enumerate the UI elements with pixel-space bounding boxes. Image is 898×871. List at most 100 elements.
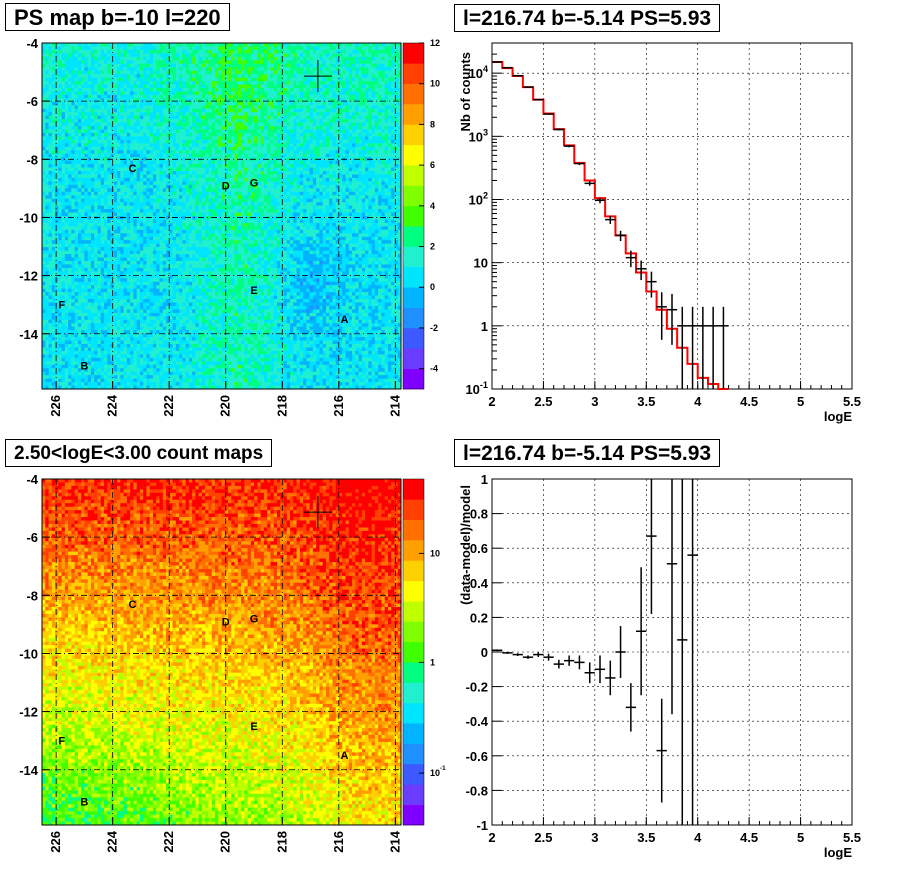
heatmap-cell — [290, 112, 294, 117]
heatmap-cell — [329, 126, 333, 130]
heatmap-cell — [71, 160, 76, 165]
heatmap-cell — [107, 43, 111, 47]
heatmap-cell — [319, 167, 324, 172]
heatmap-cell — [394, 115, 399, 120]
heatmap-cell — [201, 136, 206, 141]
heatmap-cell — [352, 87, 356, 92]
heatmap-cell — [231, 188, 235, 193]
heatmap-cell — [224, 101, 229, 106]
heatmap-cell — [179, 98, 183, 103]
heatmap-cell — [283, 53, 288, 58]
heatmap-cell — [241, 129, 245, 134]
heatmap-cell — [371, 184, 376, 189]
heatmap-cell — [378, 112, 382, 117]
heatmap-cell — [387, 164, 392, 168]
heatmap-cell — [97, 101, 102, 106]
heatmap-cell — [48, 46, 53, 51]
heatmap-cell — [104, 101, 108, 106]
heatmap-cell — [130, 160, 134, 165]
heatmap-cell — [276, 60, 281, 65]
heatmap-cell — [136, 56, 141, 61]
heatmap-cell — [211, 98, 216, 103]
heatmap-cell — [159, 77, 164, 82]
heatmap-cell — [58, 108, 62, 113]
heatmap-cell — [224, 171, 229, 175]
heatmap-cell — [241, 81, 245, 85]
heatmap-cell — [61, 119, 66, 123]
heatmap-cell — [316, 184, 320, 189]
heatmap-cell — [205, 84, 209, 89]
heatmap-cell — [195, 91, 200, 96]
heatmap-cell — [241, 63, 245, 68]
heatmap-cell — [391, 84, 395, 89]
heatmap-cell — [139, 105, 144, 110]
heatmap-cell — [316, 108, 320, 113]
heatmap-cell — [162, 174, 167, 179]
heatmap-cell — [61, 105, 66, 110]
heatmap-cell — [237, 115, 242, 120]
heatmap-cell — [188, 46, 193, 51]
heatmap-cell — [64, 108, 69, 113]
heatmap-cell — [280, 164, 284, 168]
heatmap-cell — [42, 143, 46, 148]
heatmap-cell — [182, 153, 186, 158]
heatmap-cell — [208, 139, 213, 144]
heatmap-cell — [283, 101, 288, 106]
heatmap-cell — [143, 77, 147, 82]
map1-title: PS map b=-10 l=220 — [5, 3, 230, 31]
heatmap-cell — [205, 150, 209, 155]
heatmap-cell — [64, 129, 69, 134]
heatmap-cell — [84, 136, 89, 141]
heatmap-cell — [290, 98, 294, 103]
heatmap-cell — [358, 101, 363, 106]
heatmap-cell — [276, 67, 281, 72]
heatmap-cell — [107, 126, 111, 130]
heatmap-cell — [391, 81, 395, 85]
heatmap-cell — [263, 81, 268, 85]
heatmap-cell — [149, 132, 154, 137]
heatmap-cell — [322, 81, 327, 85]
heatmap-cell — [381, 143, 386, 148]
heatmap-cell — [94, 67, 98, 72]
heatmap-cell — [218, 101, 222, 106]
heatmap-cell — [348, 139, 353, 144]
heatmap-cell — [299, 87, 304, 92]
heatmap-cell — [332, 94, 337, 99]
heatmap-cell — [286, 70, 291, 75]
heatmap-cell — [175, 160, 180, 165]
heatmap-cell — [71, 191, 76, 196]
heatmap-cell — [146, 122, 151, 127]
heatmap-cell — [329, 177, 333, 182]
heatmap-cell — [42, 150, 46, 155]
heatmap-cell — [231, 98, 235, 103]
heatmap-cell — [247, 94, 252, 99]
heatmap-cell — [322, 174, 327, 179]
heatmap-cell — [394, 43, 399, 47]
heatmap-cell — [374, 119, 379, 123]
heatmap-cell — [237, 195, 242, 200]
heatmap-cell — [250, 191, 255, 196]
heatmap-cell — [384, 105, 389, 110]
heatmap-cell — [244, 188, 249, 193]
heatmap-cell — [381, 174, 386, 179]
heatmap-cell — [325, 171, 330, 175]
heatmap-cell — [120, 129, 124, 134]
heatmap-cell — [335, 143, 340, 148]
heatmap-cell — [293, 143, 297, 148]
heatmap-cell — [319, 174, 324, 179]
heatmap-cell — [77, 60, 82, 65]
heatmap-cell — [68, 164, 72, 168]
heatmap-cell — [283, 184, 288, 189]
heatmap-cell — [205, 146, 209, 151]
heatmap-cell — [250, 94, 255, 99]
heatmap-cell — [244, 101, 249, 106]
heatmap-cell — [156, 139, 160, 144]
heatmap-cell — [143, 53, 147, 58]
heatmap-cell — [358, 167, 363, 172]
heatmap-cell — [361, 70, 366, 75]
heatmap-cell — [120, 164, 124, 168]
heatmap-cell — [381, 150, 386, 155]
heatmap-cell — [231, 171, 235, 175]
heatmap-cell — [319, 184, 324, 189]
heatmap-cell — [293, 49, 297, 54]
